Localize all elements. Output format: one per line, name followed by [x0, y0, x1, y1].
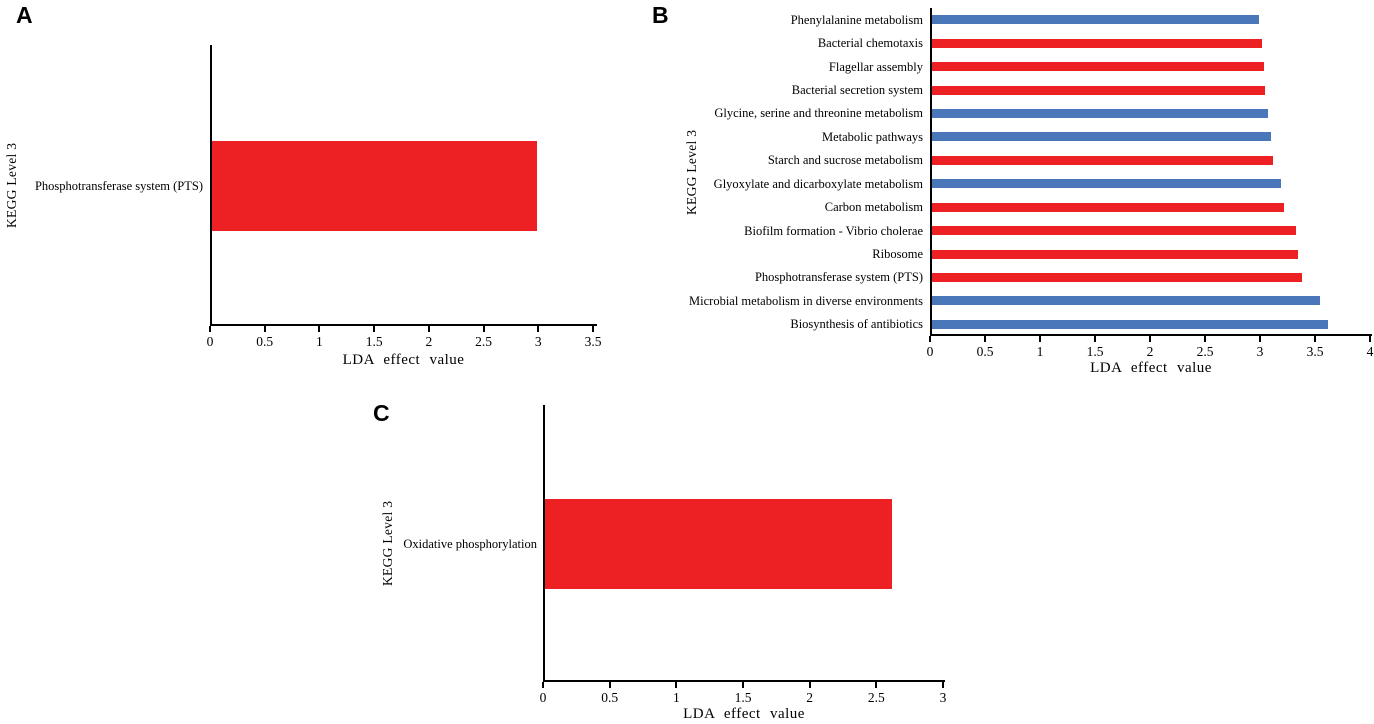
x-tick-label: 2 — [425, 334, 433, 349]
bar — [932, 226, 1297, 236]
category-label: Glycine, serine and threonine metabolism — [714, 106, 923, 121]
x-tick-label: 0.5 — [256, 334, 274, 349]
panel-a-plot-area — [210, 45, 597, 326]
panel-a-x-axis-title: LDA effect value — [342, 352, 465, 368]
bar — [932, 319, 1328, 329]
x-tick-label: 3 — [534, 334, 542, 349]
bar — [932, 62, 1265, 72]
x-tick-label: 0 — [926, 344, 934, 359]
category-label: Carbon metabolism — [824, 200, 923, 215]
x-tick-label: 3 — [1256, 344, 1264, 359]
x-tick-mark — [675, 682, 678, 688]
category-label: Biosynthesis of antibiotics — [790, 317, 923, 332]
x-tick-label: 1 — [316, 334, 323, 349]
x-tick-mark — [318, 326, 321, 332]
category-label: Phosphotransferase system (PTS) — [754, 270, 923, 285]
x-tick-label: 1.5 — [734, 690, 752, 705]
x-tick-label: 4 — [1366, 344, 1374, 359]
x-tick-label: 3.5 — [584, 334, 602, 349]
x-tick-mark — [1369, 336, 1371, 342]
x-tick-mark — [427, 326, 430, 332]
x-tick-mark — [373, 326, 376, 332]
category-label: Metabolic pathways — [821, 129, 923, 144]
x-tick-label: 2 — [1146, 344, 1154, 359]
x-tick-label: 0.5 — [601, 690, 619, 705]
x-tick-mark — [875, 682, 878, 688]
panel-c-x-axis-title: LDA effect value — [683, 706, 805, 722]
category-label: Oxidative phosphorylation — [403, 536, 537, 551]
category-label: Flagellar assembly — [828, 59, 923, 74]
x-tick-mark — [1094, 336, 1096, 342]
x-tick-mark — [608, 682, 611, 688]
bar — [932, 108, 1268, 118]
category-label: Starch and sucrose metabolism — [767, 153, 923, 168]
panel-b-plot-area — [930, 8, 1372, 336]
bar — [932, 132, 1271, 142]
x-tick-label: 1 — [672, 690, 680, 705]
panel-c: C KEGG Level 3 LDA effect value Oxidativ… — [0, 400, 1000, 724]
x-tick-mark — [209, 326, 211, 332]
x-tick-label: 2.5 — [475, 334, 492, 349]
category-label: Phenylalanine metabolism — [790, 12, 923, 27]
panel-a-label: A — [16, 2, 33, 28]
x-tick-mark — [984, 336, 986, 342]
x-tick-label: 2.5 — [1196, 344, 1214, 359]
x-tick-label: 0 — [206, 334, 214, 349]
x-tick-mark — [1314, 336, 1316, 342]
x-tick-mark — [542, 682, 544, 688]
x-tick-mark — [1149, 336, 1151, 342]
category-label: Microbial metabolism in diverse environm… — [689, 293, 923, 308]
panel-c-label: C — [373, 400, 390, 426]
x-tick-mark — [263, 326, 266, 332]
bar — [932, 202, 1284, 212]
category-label: Bacterial chemotaxis — [817, 36, 923, 51]
panel-b-y-axis-title: KEGG Level 3 — [684, 129, 699, 215]
bar — [932, 296, 1321, 306]
category-label: Glyoxylate and dicarboxylate metabolism — [713, 176, 923, 191]
panel-b-label: B — [652, 2, 669, 28]
x-tick-mark — [808, 682, 811, 688]
bar — [932, 15, 1259, 25]
bar — [932, 249, 1299, 259]
x-tick-label: 1.5 — [365, 334, 383, 349]
x-tick-label: 0.5 — [976, 344, 994, 359]
panel-c-plot-area — [543, 405, 945, 682]
x-tick-mark — [1259, 336, 1261, 342]
category-label: Phosphotransferase system (PTS) — [34, 178, 203, 193]
bar — [932, 38, 1262, 48]
x-tick-label: 2 — [806, 690, 814, 705]
bar — [932, 179, 1281, 189]
bar — [932, 272, 1302, 282]
x-tick-mark — [742, 682, 744, 688]
x-tick-label: 3 — [939, 690, 947, 705]
x-tick-mark — [592, 326, 594, 332]
x-tick-mark — [1204, 336, 1206, 342]
bar — [932, 85, 1266, 95]
x-tick-label: 1.5 — [1086, 344, 1104, 359]
bar — [545, 498, 892, 589]
bar — [212, 140, 537, 231]
x-tick-label: 3.5 — [1306, 344, 1324, 359]
panel-b: B KEGG Level 3 LDA effect value Phenylal… — [650, 0, 1374, 400]
x-tick-mark — [482, 326, 485, 332]
x-tick-label: 0 — [539, 690, 547, 705]
bar — [932, 155, 1273, 165]
x-tick-mark — [942, 682, 944, 688]
x-tick-label: 2.5 — [867, 690, 885, 705]
panel-b-x-axis-title: LDA effect value — [1090, 360, 1212, 376]
category-label: Bacterial secretion system — [791, 83, 923, 97]
x-tick-mark — [1039, 336, 1041, 342]
panel-a-y-axis-title: KEGG Level 3 — [4, 142, 19, 229]
x-tick-label: 1 — [1036, 344, 1044, 359]
x-tick-mark — [929, 336, 931, 342]
panel-a: A KEGG Level 3 LDA effect value Phosphot… — [0, 0, 650, 400]
category-label: Ribosome — [872, 247, 923, 261]
category-label: Biofilm formation - Vibrio cholerae — [744, 223, 923, 238]
x-tick-mark — [537, 326, 540, 332]
